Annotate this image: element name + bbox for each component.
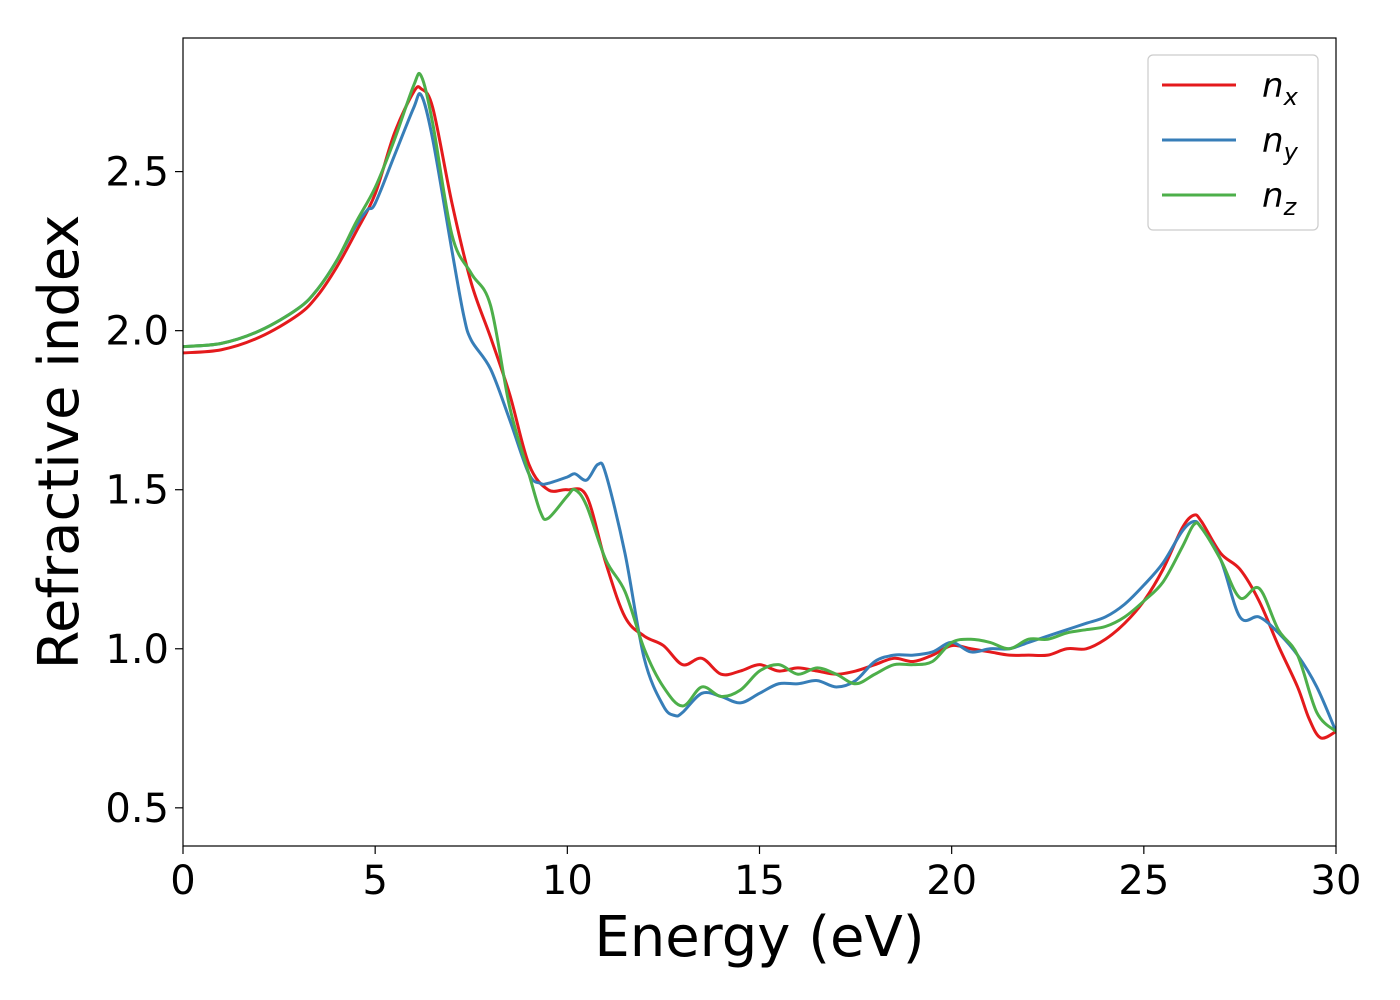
x-tick-label: 20 xyxy=(926,858,977,904)
series-layer xyxy=(183,71,1336,740)
x-tick-label: 0 xyxy=(170,858,195,904)
y-tick-label: 2.5 xyxy=(105,150,169,196)
x-tick-label: 25 xyxy=(1118,858,1169,904)
legend-label-nx: nx xyxy=(1262,66,1299,111)
x-tick-label: 5 xyxy=(362,858,387,904)
y-tick-label: 1.0 xyxy=(105,627,169,673)
y-axis-label: Refractive index xyxy=(27,215,92,670)
y-tick-label: 1.5 xyxy=(105,468,169,514)
x-axis-label: Energy (eV) xyxy=(594,905,924,970)
x-tick-label: 10 xyxy=(542,858,593,904)
legend-label-nz: nz xyxy=(1262,176,1298,221)
y-axis: 0.5 1.0 1.5 2.0 2.5 xyxy=(105,150,183,832)
series-line-nx xyxy=(183,85,1336,740)
legend-label-ny: ny xyxy=(1262,121,1299,166)
legend-box xyxy=(1147,54,1319,231)
x-tick-label: 30 xyxy=(1311,858,1362,904)
legend: nx ny nz xyxy=(1147,54,1319,231)
x-tick-label: 15 xyxy=(734,858,785,904)
y-tick-label: 0.5 xyxy=(105,786,169,832)
series-line-nz xyxy=(183,71,1336,733)
y-tick-label: 2.0 xyxy=(105,309,169,355)
x-axis: 0 5 10 15 20 25 30 xyxy=(170,846,1361,904)
